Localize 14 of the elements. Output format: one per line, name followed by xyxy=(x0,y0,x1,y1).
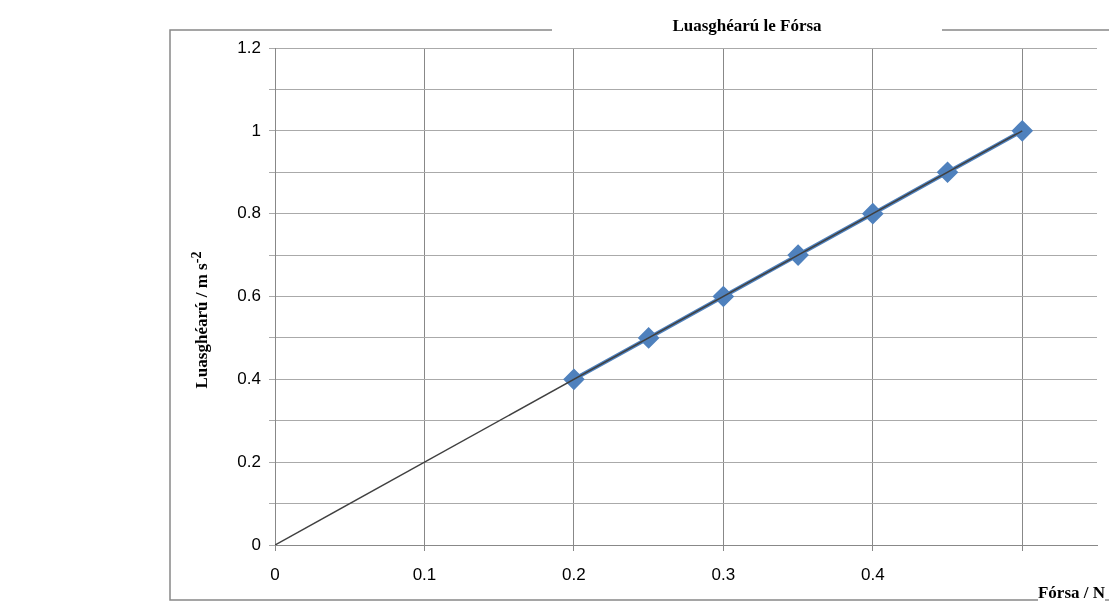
x-tick-label: 0.3 xyxy=(711,564,736,584)
x-tick-label: 0.1 xyxy=(412,564,437,584)
y-tick-label: 1.2 xyxy=(237,37,261,57)
x-tick-label: 0 xyxy=(270,564,280,584)
x-axis-title: Fórsa / N xyxy=(1037,583,1105,603)
y-tick-label: 0.8 xyxy=(237,203,261,223)
y-tick-label: 0 xyxy=(251,534,261,554)
chart-title: Luasghéarú le Fórsa xyxy=(552,10,942,42)
y-tick-label: 0.4 xyxy=(237,369,261,389)
x-tick-label: 0.2 xyxy=(562,564,586,584)
x-tick-label: 0.4 xyxy=(861,564,885,584)
y-tick-label: 0.2 xyxy=(237,451,261,471)
y-tick-label: 0.6 xyxy=(237,286,261,306)
y-tick-label: 1 xyxy=(251,120,261,140)
